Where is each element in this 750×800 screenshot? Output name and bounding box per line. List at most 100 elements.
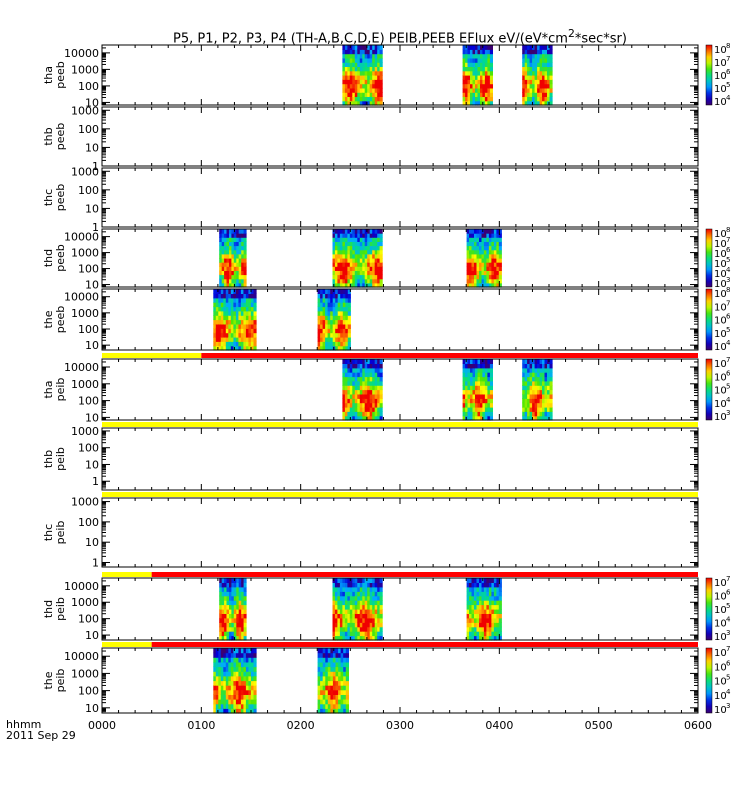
thb-peib-frame (101, 427, 699, 491)
thd-peeb-colorbar-exp-2: 6 (726, 246, 731, 254)
tha-peeb-spectrogram-2 (522, 45, 553, 106)
thb-peib-probe-label: thb (42, 450, 55, 468)
x-tick-label-6: 0600 (684, 719, 712, 732)
tha-peib-spectrogram-1 (462, 359, 493, 421)
the-peib-colorbar-label-1: 10 (714, 662, 727, 673)
the-peib-probe-label: the (42, 671, 55, 689)
the-peeb-colorbar-label-3: 10 (714, 329, 727, 340)
thd-peib-status-bar-0 (102, 572, 152, 577)
thd-peeb-ytick-label-3: 10000 (64, 231, 99, 244)
the-peeb-colorbar-exp-0: 8 (726, 286, 730, 294)
the-peeb-ytick-label-3: 10000 (64, 291, 99, 304)
thc-peib-ytick-label-1: 10 (85, 536, 99, 549)
thb-peeb-frame (101, 106, 699, 167)
the-peeb-frame (101, 288, 699, 351)
the-peib-colorbar-label-0: 10 (714, 648, 727, 659)
thd-peeb-ytick-label-1: 100 (78, 263, 99, 276)
tha-peib-colorbar-exp-2: 5 (726, 383, 730, 391)
thd-peeb-colorbar-exp-5: 3 (726, 276, 730, 284)
thc-peib-ytick-label-0: 1 (92, 556, 99, 569)
thd-peeb-spectrogram-0 (219, 229, 247, 288)
thd-peeb-colorbar-exp-3: 5 (726, 256, 730, 264)
thd-peib-colorbar-label-0: 10 (714, 578, 727, 589)
tha-peib-ytick-label-0: 10 (85, 411, 99, 424)
thd-peeb-colorbar-exp-4: 4 (726, 266, 731, 274)
the-peeb-spectrogram-0 (213, 289, 257, 351)
tha-peib-spectrogram-2 (522, 359, 553, 421)
the-peeb-ytick-label-0: 10 (85, 339, 99, 352)
tha-peib-ytick-label-1: 100 (78, 395, 99, 408)
thb-peeb-ytick-label-1: 10 (85, 141, 99, 154)
tha-peib-colorbar-label-0: 10 (714, 359, 727, 370)
thd-peib-colorbar-label-2: 10 (714, 605, 727, 616)
thc-peib-instrument-label: peib (54, 521, 67, 545)
thc-peib-ytick-label-3: 1000 (71, 496, 99, 509)
thd-peib-status-bar-1 (151, 572, 698, 577)
thc-peib-probe-label: thc (42, 524, 55, 541)
thd-peib-frame (101, 577, 699, 641)
x-tick-label-0: 0000 (88, 719, 116, 732)
tha-peeb-colorbar-exp-2: 6 (726, 68, 731, 76)
x-tick-label-5: 0500 (585, 719, 613, 732)
the-peib-colorbar (705, 647, 713, 714)
the-peib-colorbar-exp-4: 3 (726, 702, 730, 710)
the-peib-colorbar-exp-3: 4 (726, 688, 731, 696)
thd-peib-colorbar-exp-1: 6 (726, 589, 731, 597)
thb-peib-ytick-label-1: 10 (85, 458, 99, 471)
date-label: 2011 Sep 29 (6, 729, 76, 742)
tha-peeb-frame (101, 44, 699, 106)
tha-peib-colorbar-exp-1: 6 (726, 369, 731, 377)
thc-peib-frame (101, 497, 699, 568)
tha-peib-colorbar-exp-0: 7 (726, 356, 730, 364)
tha-peeb-ytick-label-1: 100 (78, 80, 99, 93)
tha-peib-colorbar-label-2: 10 (714, 386, 727, 397)
tha-peeb-instrument-label: peeb (54, 61, 67, 89)
the-peib-ytick-label-2: 1000 (71, 667, 99, 680)
tha-peeb-colorbar-exp-4: 4 (726, 94, 731, 102)
the-peeb-colorbar-exp-2: 6 (726, 313, 731, 321)
thd-peib-colorbar (705, 577, 713, 641)
thd-peib-ytick-label-3: 10000 (64, 580, 99, 593)
the-peib-instrument-label: peib (54, 669, 67, 693)
thc-peeb-ytick-label-0: 1 (92, 221, 99, 234)
tha-peib-colorbar-label-3: 10 (714, 399, 727, 410)
x-tick-label-4: 0400 (485, 719, 513, 732)
thc-peeb-probe-label: thc (42, 189, 55, 206)
thb-peib-ytick-label-3: 1000 (71, 425, 99, 438)
the-peeb-instrument-label: peeb (54, 306, 67, 334)
thd-peib-ytick-label-2: 1000 (71, 596, 99, 609)
thd-peeb-instrument-label: peeb (54, 244, 67, 272)
thd-peeb-colorbar-label-0: 10 (714, 229, 727, 240)
tha-peeb-probe-label: tha (42, 66, 55, 84)
thd-peeb-colorbar-label-2: 10 (714, 249, 727, 260)
the-peib-colorbar-exp-1: 6 (726, 659, 731, 667)
tha-peeb-spectrogram-0 (342, 45, 383, 106)
the-peib-colorbar-label-3: 10 (714, 691, 727, 702)
thd-peeb-colorbar-label-4: 10 (714, 269, 727, 280)
tha-peeb-colorbar-exp-1: 7 (726, 55, 730, 63)
x-tick-label-3: 0300 (386, 719, 414, 732)
the-peib-colorbar-label-4: 10 (714, 705, 727, 716)
the-peeb-colorbar-label-4: 10 (714, 342, 727, 353)
tha-peib-spectrogram-0 (342, 359, 383, 421)
the-peib-ytick-label-1: 100 (78, 685, 99, 698)
tha-peib-colorbar-exp-4: 3 (726, 409, 730, 417)
thd-peib-spectrogram-0 (219, 578, 247, 641)
tha-peib-colorbar-label-1: 10 (714, 372, 727, 383)
thc-peeb-ytick-label-3: 1000 (71, 165, 99, 178)
tha-peeb-colorbar-exp-3: 5 (726, 81, 730, 89)
thd-peib-instrument-label: peib (54, 597, 67, 621)
the-peib-colorbar-exp-0: 7 (726, 645, 730, 653)
the-peeb-ytick-label-1: 100 (78, 323, 99, 336)
thb-peib-ytick-label-2: 100 (78, 442, 99, 455)
the-peib-status-bar-1 (151, 642, 698, 647)
thd-peeb-colorbar-exp-0: 8 (726, 226, 730, 234)
tha-peib-status-bar-1 (201, 353, 699, 358)
the-peeb-colorbar-exp-4: 4 (726, 339, 731, 347)
the-peeb-spectrogram-1 (317, 289, 351, 351)
thd-peeb-ytick-label-2: 1000 (71, 247, 99, 260)
thd-peeb-spectrogram-1 (332, 229, 383, 288)
tha-peeb-ytick-label-3: 10000 (64, 47, 99, 60)
tha-peib-frame (101, 358, 699, 421)
